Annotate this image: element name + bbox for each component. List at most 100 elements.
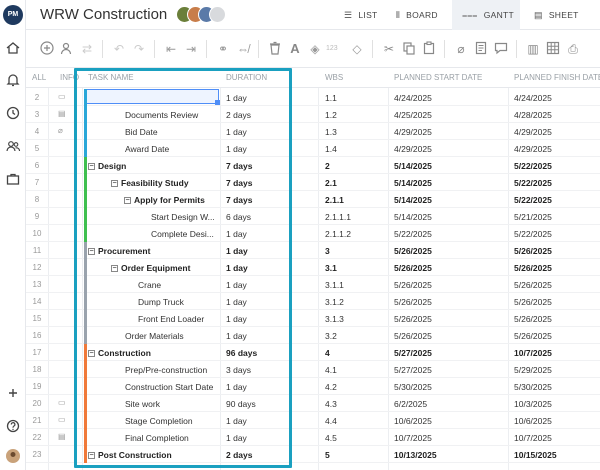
tab-list[interactable]: ☰ LIST xyxy=(344,0,404,30)
doc-icon[interactable]: ▤ xyxy=(58,432,66,441)
wbs-cell[interactable]: 2.1 xyxy=(325,178,337,188)
planned-start-cell[interactable]: 5/14/2025 xyxy=(394,212,432,222)
collapse-toggle-icon[interactable]: − xyxy=(88,350,95,358)
doc-icon[interactable]: ▤ xyxy=(58,109,66,118)
table-row[interactable]: 7− Feasibility Study 7 days 2.1 5/14/2025 5/2… xyxy=(26,174,600,191)
cut-icon[interactable]: ✂ xyxy=(383,42,395,56)
indent-icon[interactable]: ⇥ xyxy=(185,42,197,56)
task-name-cell[interactable]: Construction Start Date xyxy=(125,382,257,392)
comment-icon[interactable] xyxy=(492,40,510,58)
planned-start-cell[interactable]: 5/14/2025 xyxy=(394,195,432,205)
planned-finish-cell[interactable]: 4/29/2025 xyxy=(514,127,552,137)
table-row[interactable]: 3 ▤ Documents Review 2 days 1.2 4/25/2025 4/28… xyxy=(26,106,600,123)
planned-start-cell[interactable]: 10/6/2025 xyxy=(394,416,432,426)
number-format-icon[interactable]: 123 xyxy=(326,45,338,52)
column-header-all[interactable]: ALL xyxy=(32,73,47,82)
planned-start-cell[interactable]: 10/7/2025 xyxy=(394,433,432,443)
duration-cell[interactable]: 2 days xyxy=(226,450,253,460)
planned-start-cell[interactable]: 5/26/2025 xyxy=(394,246,432,256)
wbs-cell[interactable]: 3 xyxy=(325,246,330,256)
table-row[interactable]: 16 Order Materials 1 day 3.2 5/26/2025 5/26/2… xyxy=(26,327,600,344)
planned-finish-cell[interactable]: 5/21/2025 xyxy=(514,212,552,222)
duration-cell[interactable]: 90 days xyxy=(226,399,256,409)
outdent-icon[interactable]: ⇤ xyxy=(165,42,177,56)
planned-finish-cell[interactable]: 5/26/2025 xyxy=(514,246,552,256)
avatar[interactable] xyxy=(209,6,226,23)
planned-start-cell[interactable]: 5/27/2025 xyxy=(394,348,432,358)
collapse-toggle-icon[interactable]: − xyxy=(111,265,118,273)
planned-finish-cell[interactable]: 5/26/2025 xyxy=(514,331,552,341)
table-row[interactable]: 20 ▭ Site work 90 days 4.3 6/2/2025 10/3/2025 xyxy=(26,395,600,412)
undo-icon[interactable]: ↶ xyxy=(113,42,125,56)
team-icon[interactable] xyxy=(5,138,21,154)
grid-icon[interactable] xyxy=(544,40,562,58)
task-name-cell[interactable]: Dump Truck xyxy=(138,297,270,307)
table-row[interactable]: 6 − Design 7 days 2 5/14/2025 5/22/2025 xyxy=(26,157,600,174)
wbs-cell[interactable]: 3.1.2 xyxy=(325,297,344,307)
duration-cell[interactable]: 1 day xyxy=(226,297,247,307)
column-header-task-name[interactable]: TASK NAME xyxy=(88,73,134,82)
column-header-planned-start[interactable]: PLANNED START DATE xyxy=(394,73,483,82)
columns-icon[interactable]: ▥ xyxy=(527,42,539,56)
task-name-cell[interactable]: Start Design W... xyxy=(151,212,283,222)
table-row[interactable]: 19 Construction Start Date 1 day 4.2 5/30/20… xyxy=(26,378,600,395)
planned-start-cell[interactable]: 4/29/2025 xyxy=(394,144,432,154)
duration-cell[interactable]: 1 day xyxy=(226,382,247,392)
column-header-planned-finish[interactable]: PLANNED FINISH DATE xyxy=(514,73,600,82)
task-name-cell[interactable]: Award Date xyxy=(125,144,257,154)
tab-board[interactable]: ⫴ BOARD xyxy=(396,0,466,30)
table-row[interactable]: 2 ▭ 1 day 1.1 4/24/2025 4/24/2025 xyxy=(26,89,600,106)
task-name-cell[interactable]: − Order Equipment xyxy=(111,263,243,273)
table-row[interactable]: 11 − Procurement 1 day 3 5/26/2025 5/26/2025 xyxy=(26,242,600,259)
wbs-cell[interactable]: 1.1 xyxy=(325,93,337,103)
collapse-toggle-icon[interactable]: − xyxy=(88,452,95,460)
duration-cell[interactable]: 1 day xyxy=(226,229,247,239)
duration-cell[interactable]: 1 day xyxy=(226,263,248,273)
planned-finish-cell[interactable]: 10/15/2025 xyxy=(514,450,557,460)
table-row[interactable]: 21 ▭ Stage Completion 1 day 4.4 10/6/2025 10/6… xyxy=(26,412,600,429)
planned-finish-cell[interactable]: 5/26/2025 xyxy=(514,297,552,307)
notes-icon[interactable] xyxy=(472,40,490,58)
planned-start-cell[interactable]: 5/27/2025 xyxy=(394,365,432,375)
duration-cell[interactable]: 1 day xyxy=(226,416,247,426)
duration-cell[interactable]: 1 day xyxy=(226,144,247,154)
project-title[interactable]: WRW Construction xyxy=(40,6,168,23)
duration-cell[interactable]: 6 days xyxy=(226,212,252,222)
text-color-icon[interactable]: A xyxy=(290,41,300,56)
wbs-cell[interactable]: 2.1.1.1 xyxy=(325,212,351,222)
clip-icon[interactable]: ⌀ xyxy=(58,126,63,135)
unlink-icon[interactable]: ⇎ xyxy=(237,42,249,56)
wbs-cell[interactable]: 2.1.1 xyxy=(325,195,344,205)
duration-cell[interactable]: 1 day xyxy=(226,433,247,443)
collapse-toggle-icon[interactable]: − xyxy=(88,163,95,171)
task-name-cell[interactable]: Prep/Pre-construction xyxy=(125,365,257,375)
planned-start-cell[interactable]: 6/2/2025 xyxy=(394,399,428,409)
duration-cell[interactable]: 7 days xyxy=(226,195,253,205)
user-avatar[interactable] xyxy=(5,448,21,464)
duration-cell[interactable]: 1 day xyxy=(226,93,247,103)
task-name-cell[interactable]: Final Completion xyxy=(125,433,257,443)
collapse-toggle-icon[interactable]: − xyxy=(111,180,118,188)
duration-cell[interactable]: 96 days xyxy=(226,348,258,358)
collapse-toggle-icon[interactable]: − xyxy=(124,197,131,205)
table-row[interactable]: 18 Prep/Pre-construction 3 days 4.1 5/27/202… xyxy=(26,361,600,378)
planned-finish-cell[interactable]: 5/26/2025 xyxy=(514,280,552,290)
planned-start-cell[interactable]: 5/26/2025 xyxy=(394,280,432,290)
planned-start-cell[interactable]: 5/14/2025 xyxy=(394,178,432,188)
fill-color-icon[interactable]: ◈ xyxy=(310,42,320,56)
planned-finish-cell[interactable]: 10/7/2025 xyxy=(514,433,552,443)
duration-cell[interactable]: 1 day xyxy=(226,127,247,137)
add-task-icon[interactable] xyxy=(38,40,56,58)
planned-start-cell[interactable]: 5/26/2025 xyxy=(394,314,432,324)
task-name-cell[interactable]: Documents Review xyxy=(125,110,257,120)
planned-start-cell[interactable]: 5/26/2025 xyxy=(394,297,432,307)
link-tasks-icon[interactable]: ⚭ xyxy=(217,42,229,56)
table-row[interactable]: 12− Order Equipment 1 day 3.1 5/26/2025 5/26/… xyxy=(26,259,600,276)
milestone-icon[interactable]: ◇ xyxy=(352,42,362,56)
task-name-cell[interactable]: − Apply for Permits xyxy=(124,195,256,205)
assign-user-icon[interactable] xyxy=(58,40,76,58)
planned-start-cell[interactable]: 5/22/2025 xyxy=(394,229,432,239)
table-row[interactable]: 14 Dump Truck 1 day 3.1.2 5/26/2025 5/26/2025 xyxy=(26,293,600,310)
planned-finish-cell[interactable]: 10/6/2025 xyxy=(514,416,552,426)
task-name-cell[interactable]: Order Materials xyxy=(125,331,257,341)
